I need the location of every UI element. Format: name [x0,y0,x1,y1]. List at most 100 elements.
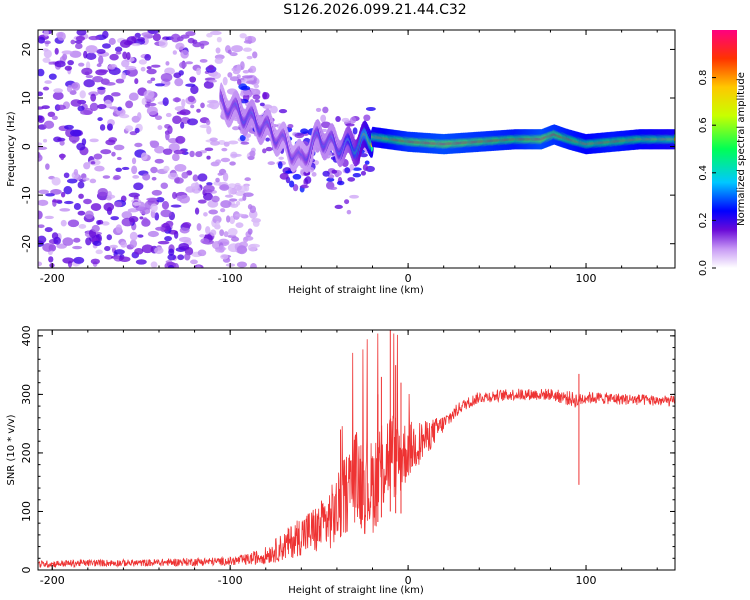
noise-blob [206,103,215,108]
noise-blob [38,106,45,110]
noise-blob [206,33,213,38]
noise-blob [227,49,232,55]
noise-blob [54,47,59,55]
noise-blob [83,162,91,170]
noise-blob [63,172,70,179]
noise-blob [141,244,154,254]
noise-blob [89,102,99,112]
noise-blob [113,144,125,151]
noise-blob [250,263,257,268]
noise-blob [75,35,86,42]
noise-blob [73,202,81,211]
noise-blob [157,125,163,130]
noise-blob [101,221,110,226]
scatter-blob [327,174,335,179]
noise-blob [143,90,155,99]
noise-blob [132,175,140,179]
noise-blob [125,65,137,71]
noise-blob [176,111,187,115]
noise-blob [51,199,63,203]
scatter-blob [335,115,341,123]
scatter-blob [267,161,276,166]
noise-blob [105,139,116,146]
noise-blob [72,245,83,250]
noise-blob [102,175,111,179]
noise-blob [115,224,122,234]
noise-blob [208,209,219,215]
noise-blob [70,99,82,107]
noise-blob [179,61,187,69]
noise-blob [215,159,222,164]
noise-blob [109,244,118,249]
noise-blob [206,155,211,160]
noise-blob [104,254,114,260]
noise-blob [134,248,144,255]
noise-blob [152,33,161,42]
noise-blob [246,80,257,85]
noise-blob [200,43,205,49]
noise-blob [129,208,136,213]
noise-blob [242,47,252,52]
noise-blob [233,184,242,191]
noise-blob [134,127,140,134]
noise-blob [165,112,172,118]
noise-blob [38,142,43,146]
noise-blob [94,165,105,172]
x-tick-label: 0 [405,272,412,285]
noise-blob [174,164,187,172]
noise-blob [115,51,122,55]
noise-blob [146,66,152,70]
noise-blob [78,193,84,199]
noise-blob [247,244,257,252]
figure-title: S126.2026.099.21.44.C32 [283,2,466,18]
noise-blob [85,45,98,54]
noise-blob [57,31,66,41]
noise-blob [38,146,48,150]
noise-blob [219,184,230,191]
noise-blob [236,245,248,255]
noise-blob [141,97,147,106]
noise-blob [102,43,111,49]
scatter-blob [239,134,246,142]
noise-blob [136,37,145,42]
y-tick-label: 20 [20,42,33,56]
noise-blob [190,259,198,265]
noise-blob [107,64,116,70]
noise-blob [185,83,196,87]
scatter-blob [315,107,322,112]
noise-blob [232,126,240,131]
scatter-blob [336,180,345,186]
colorbar-tick-label: 0.2 [698,212,709,228]
noise-blob [125,100,134,109]
y-tick-label: 300 [20,384,33,405]
noise-blob [104,81,116,86]
noise-blob [38,115,45,124]
colorbar-ticks: 0.0 0.2 0.4 0.6 0.8 [698,70,716,276]
noise-blob [73,237,81,243]
noise-blob [175,42,185,51]
noise-blob [223,231,229,238]
noise-blob [229,76,240,82]
noise-blob [111,151,116,157]
noise-blob [66,84,73,93]
noise-blob [43,40,51,45]
noise-blob [97,187,109,197]
scatter-blob [344,199,350,205]
noise-blob [170,33,181,43]
noise-blob [190,85,199,95]
scatter-blob [287,123,294,129]
scatter-blob [236,78,242,86]
noise-blob [106,196,112,201]
noise-blob [136,112,142,121]
scatter-blob [321,128,328,133]
noise-blob [146,68,157,75]
noise-blob [220,208,226,213]
noise-blob [42,86,50,91]
noise-blob [206,126,212,135]
noise-blob [53,236,61,245]
scatter-blob [346,209,352,215]
x-tick-label: 100 [576,574,597,587]
noise-blob [173,177,184,184]
noise-blob [253,84,260,89]
